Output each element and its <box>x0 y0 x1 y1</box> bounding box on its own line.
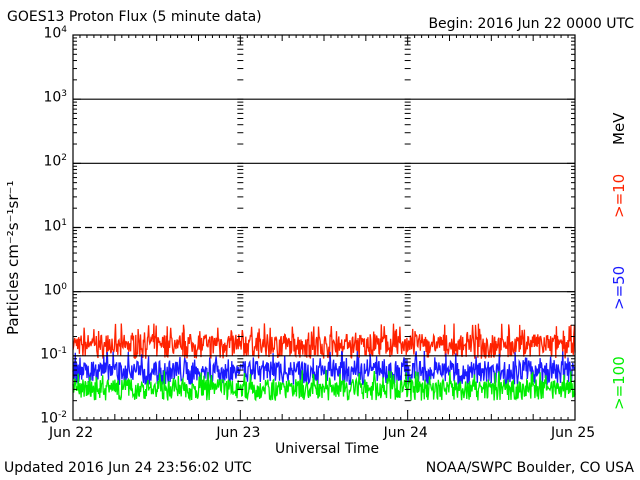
y-tick-label-exponent: -1 <box>58 345 67 356</box>
y-tick-label-exponent: 0 <box>61 281 67 292</box>
source-credit: NOAA/SWPC Boulder, CO USA <box>425 460 634 476</box>
y-tick-label-exponent: -2 <box>58 410 67 420</box>
y-tick-label-exponent: 3 <box>61 89 67 100</box>
y-tick-label-base: 10 <box>43 89 62 106</box>
y-tick-label: 102 <box>43 153 67 170</box>
series-line-ge50 <box>72 350 576 387</box>
y-tick-label: 101 <box>43 218 67 235</box>
legend-ge10: >=10 <box>610 173 628 218</box>
y-axis-label: Particles cm⁻²s⁻¹sr⁻¹ <box>4 180 22 335</box>
series-line-ge10 <box>72 323 576 359</box>
x-axis-label: Universal Time <box>275 441 380 457</box>
y-tick-label-base: 10 <box>43 153 62 170</box>
y-tick-label-base: 10 <box>43 282 62 299</box>
y-tick-label: 10-2 <box>40 410 67 427</box>
x-tick-label: Jun 24 <box>383 425 428 441</box>
y-tick-label: 103 <box>43 89 67 106</box>
x-tick-label: Jun 22 <box>49 425 94 441</box>
begin-time: Begin: 2016 Jun 22 0000 UTC <box>428 16 634 32</box>
legend-ge100: >=100 <box>610 356 628 410</box>
y-tick-label-base: 10 <box>40 346 59 363</box>
legend-units: MeV <box>610 112 628 145</box>
y-tick-label: 10-1 <box>40 346 67 363</box>
y-tick-label-base: 10 <box>43 218 62 235</box>
series-line-ge100 <box>72 370 576 402</box>
y-tick-label: 104 <box>43 25 67 42</box>
x-tick-label: Jun 25 <box>551 425 596 441</box>
chart-title: GOES13 Proton Flux (5 minute data) <box>7 9 262 25</box>
x-tick-label: Jun 23 <box>216 425 261 441</box>
y-tick-label-exponent: 4 <box>61 25 67 35</box>
y-tick-label-exponent: 2 <box>61 153 67 164</box>
y-tick-label: 100 <box>43 282 67 299</box>
y-tick-label-base: 10 <box>43 25 62 42</box>
updated-time: Updated 2016 Jun 24 23:56:02 UTC <box>4 460 252 476</box>
y-tick-label-base: 10 <box>40 410 59 427</box>
legend-ge50: >=50 <box>610 265 628 310</box>
y-tick-label-exponent: 1 <box>61 217 67 228</box>
